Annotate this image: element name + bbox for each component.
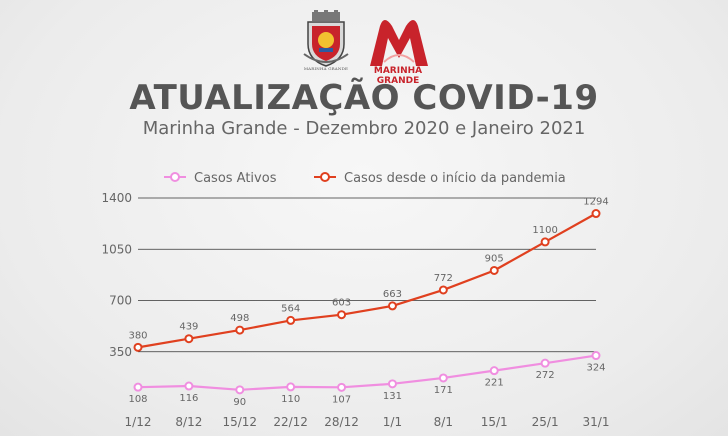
crest-caption: MARINHA GRANDE [303, 66, 349, 71]
data-label: 439 [179, 322, 198, 333]
data-label: 498 [230, 313, 249, 324]
data-point [184, 381, 194, 391]
series-line-1 [137, 212, 597, 349]
page-title: ATUALIZAÇÃO COVID-19 [129, 78, 599, 118]
y-axis: 350 700 1050 1400 [101, 191, 132, 359]
page-subtitle: Marinha Grande - Dezembro 2020 e Janeiro… [142, 118, 586, 139]
data-point [489, 265, 499, 275]
x-tick-label: 25/1 [532, 415, 559, 429]
data-label: 110 [281, 394, 300, 405]
x-axis: 1/12 8/12 15/12 22/12 28/12 1/1 8/1 15/1 25/1 31/… [125, 415, 610, 429]
data-point [235, 325, 245, 335]
data-point [133, 342, 143, 352]
data-label: 1100 [532, 225, 557, 236]
data-label: 603 [332, 298, 351, 309]
data-point [438, 373, 448, 383]
data-point [387, 379, 397, 389]
grid [138, 197, 596, 353]
data-label: 1294 [583, 197, 608, 208]
x-tick-label: 8/1 [434, 415, 453, 429]
legend-label-casos-ativos: Casos Ativos [194, 171, 277, 186]
data-label: 324 [586, 363, 605, 374]
marinha-grande-logo-icon [370, 20, 428, 66]
data-point [286, 382, 296, 392]
data-point [591, 209, 601, 219]
data-label: 663 [383, 289, 402, 300]
x-tick-label: 31/1 [583, 415, 610, 429]
data-point [540, 358, 550, 368]
y-tick-label: 1050 [101, 242, 132, 256]
data-label: 905 [485, 253, 504, 264]
series-line-0 [137, 354, 597, 391]
legend-marker-casos-ativos [170, 172, 180, 182]
data-point [591, 351, 601, 361]
x-tick-label: 1/12 [125, 415, 152, 429]
data-label: 564 [281, 303, 300, 314]
data-point [337, 310, 347, 320]
data-point [184, 334, 194, 344]
x-tick-label: 1/1 [383, 415, 402, 429]
data-label: 107 [332, 394, 351, 405]
logos: MARINHA GRANDE MARINHA GRANDE [0, 10, 728, 86]
data-point [235, 385, 245, 395]
y-tick-label: 1400 [101, 191, 132, 205]
brand-name: MARINHA GRANDE [373, 66, 423, 86]
data-label: 272 [536, 370, 555, 381]
legend-label-casos-total: Casos desde o início da pandemia [344, 171, 566, 186]
x-tick-label: 22/12 [273, 415, 308, 429]
y-tick-label: 700 [109, 294, 132, 308]
legend: Casos Ativos Casos desde o início da pan… [164, 171, 566, 186]
data-label: 772 [434, 273, 453, 284]
data-point [540, 237, 550, 247]
municipal-crest-icon [303, 10, 349, 67]
x-tick-label: 15/12 [222, 415, 257, 429]
data-label: 131 [383, 391, 402, 402]
legend-marker-casos-total [320, 172, 330, 182]
y-tick-label: 350 [109, 345, 132, 359]
data-label: 221 [485, 378, 504, 389]
data-label: 171 [434, 385, 453, 396]
x-tick-label: 28/12 [324, 415, 359, 429]
data-point [489, 366, 499, 376]
data-point [286, 315, 296, 325]
data-label: 108 [128, 394, 147, 405]
data-label: 380 [128, 330, 147, 341]
data-point [438, 285, 448, 295]
data-label: 90 [233, 397, 246, 408]
data-label: 116 [179, 393, 198, 404]
data-point [337, 382, 347, 392]
x-tick-label: 8/12 [175, 415, 202, 429]
data-point [387, 301, 397, 311]
data-point [133, 382, 143, 392]
x-tick-label: 15/1 [481, 415, 508, 429]
series: 108 116 90 110 107 131 171 221 272 324 380 439 498 56… [128, 197, 608, 408]
